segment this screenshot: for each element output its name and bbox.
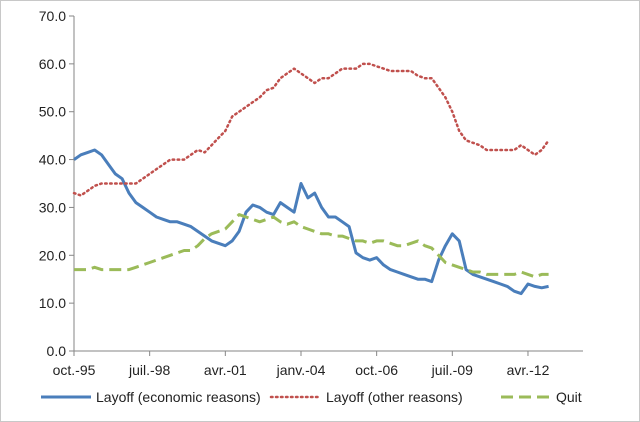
legend: Layoff (economic reasons) Layoff (other r… [41, 389, 582, 405]
series-line-3 [74, 213, 549, 279]
x-tick-label: avr.-12 [507, 362, 550, 378]
y-tick-label: 70.0 [39, 8, 66, 24]
x-tick-label: oct.-95 [53, 362, 96, 378]
series-lines [72, 62, 550, 296]
legend-label-1: Layoff (economic reasons) [96, 389, 261, 405]
y-tick-label: 60.0 [39, 56, 66, 72]
x-tick-label: juil.-98 [128, 362, 170, 378]
y-tick-label: 20.0 [39, 247, 66, 263]
legend-label-2: Layoff (other reasons) [326, 389, 463, 405]
x-tick-label: oct.-06 [355, 362, 398, 378]
x-tick-label: avr.-01 [204, 362, 247, 378]
y-tick-label: 50.0 [39, 104, 66, 120]
y-tick-label: 40.0 [39, 152, 66, 168]
x-tick-label: juil.-09 [431, 362, 473, 378]
axes: 0.0 10.0 20.0 30.0 40.0 50.0 60.0 70.0 oct.-95 ju… [39, 8, 583, 378]
y-tick-label: 10.0 [39, 295, 66, 311]
x-tick-label: janv.-04 [276, 362, 326, 378]
y-tick-label: 30.0 [39, 199, 66, 215]
legend-label-3: Quit [556, 389, 582, 405]
series-line-2 [72, 62, 550, 197]
y-tick-label: 0.0 [47, 343, 67, 359]
